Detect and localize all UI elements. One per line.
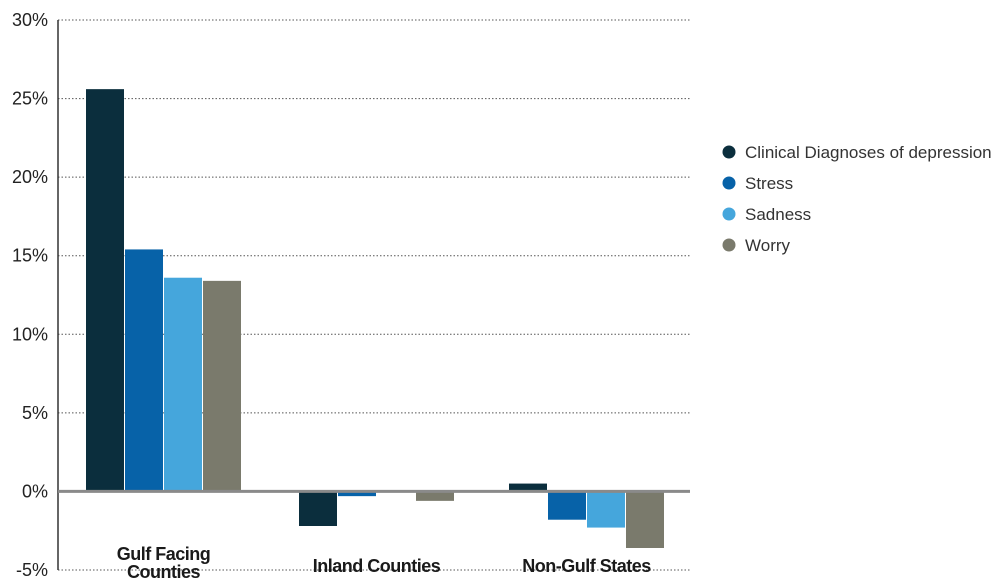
bar [203,280,241,492]
y-tick-label: 0% [22,481,48,501]
y-tick-label: 30% [12,10,48,30]
legend-swatch [722,176,736,190]
y-tick-label: 5% [22,403,48,423]
legend-swatch [722,207,736,221]
legend-label: Sadness [745,205,811,224]
legend-swatch [722,145,736,159]
legend-label: Clinical Diagnoses of depression [745,143,992,162]
x-category-label: Inland Counties [313,556,441,576]
y-tick-label: 20% [12,167,48,187]
legend: Clinical Diagnoses of depression Stress Sa… [722,143,992,255]
bar [587,491,625,528]
bar [416,491,454,501]
x-category-label: Non-Gulf States [522,556,651,576]
bar [86,89,124,492]
x-category-label: Counties [127,562,200,582]
y-tick-label: 25% [12,89,48,109]
x-category-label: Gulf Facing [117,544,211,564]
bar [164,277,202,492]
bar [626,491,664,548]
y-tick-label: 10% [12,324,48,344]
y-tick-label: 15% [12,246,48,266]
bar [338,491,376,497]
bar [548,491,586,520]
legend-label: Stress [745,174,793,193]
bar [299,491,337,526]
gridlines [58,19,690,571]
y-axis: 30% 25% 20% 15% 10% 5% 0% -5% [12,10,59,580]
legend-label: Worry [745,236,791,255]
legend-swatch [722,238,736,252]
bar [125,249,163,492]
bars [86,89,664,548]
bar [509,483,547,492]
y-tick-label: -5% [16,560,48,580]
